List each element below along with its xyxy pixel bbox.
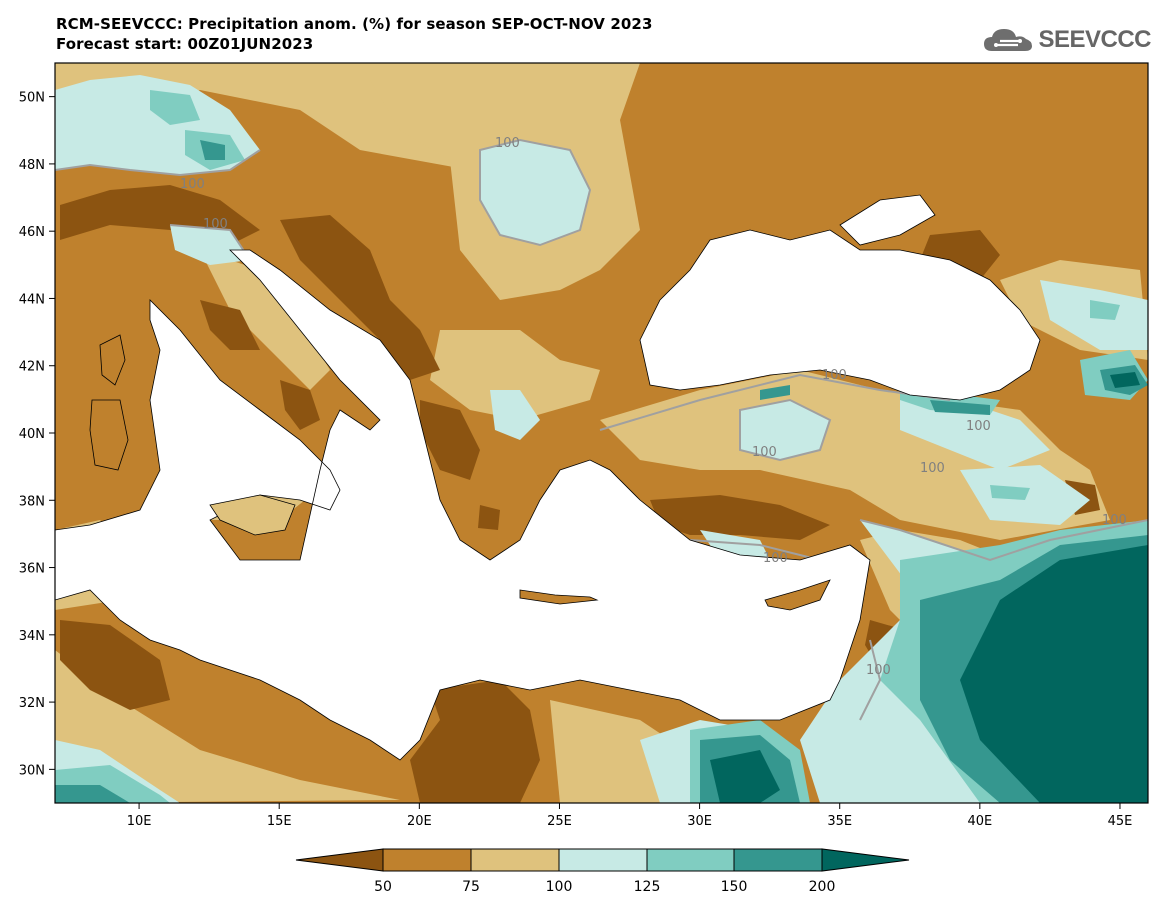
lat-tick-label: 38N — [19, 494, 45, 509]
contour-label: 100 — [495, 136, 520, 151]
colorbar-swatch-125-150 — [646, 848, 735, 872]
title-line-2: Forecast start: 00Z01JUN2023 — [56, 35, 314, 53]
lat-tick-label: 34N — [19, 629, 45, 644]
colorbar-swatch-150-200 — [733, 848, 823, 872]
lat-tick-label: 44N — [19, 292, 45, 307]
lat-tick-label: 42N — [19, 360, 45, 375]
lon-tick-label: 25E — [547, 814, 572, 829]
azov-sea — [839, 194, 936, 246]
contour-labels: 100 100 100 100 100 100 100 100 100 100 … — [180, 136, 1127, 678]
lon-ticks: 10E 15E 20E 25E 30E 35E 40E 45E — [127, 803, 1133, 829]
lon-tick-label: 40E — [967, 814, 992, 829]
colorbar-label: 150 — [721, 879, 748, 895]
colorbar-arrow-high — [821, 848, 910, 872]
contour-label: 100 — [763, 551, 788, 566]
lat-tick-label: 36N — [19, 562, 45, 577]
lon-tick-label: 20E — [407, 814, 432, 829]
cloud-icon — [984, 29, 1033, 51]
corsica — [99, 334, 126, 386]
colorbar-arrow-low — [295, 848, 384, 872]
lat-tick-label: 48N — [19, 158, 45, 173]
cyprus — [764, 579, 831, 611]
colorbar: 50 75 100 125 150 200 — [295, 848, 910, 895]
lat-tick-label: 46N — [19, 225, 45, 240]
contour-100-lines — [55, 138, 1148, 721]
contour-label: 100 — [866, 663, 891, 678]
contour-label: 100 — [752, 445, 777, 460]
sardinia — [89, 399, 129, 471]
lat-ticks: 30N 32N 34N 36N 38N 40N 42N 44N 46N 48N 50N — [19, 91, 55, 778]
seevccc-logo: SEEVCCC — [982, 22, 1151, 58]
lon-tick-label: 30E — [687, 814, 712, 829]
colorbar-label: 200 — [809, 879, 836, 895]
class-above-200 — [710, 372, 1148, 803]
lat-tick-label: 30N — [19, 763, 45, 778]
contour-label: 100 — [180, 177, 205, 192]
contour-label: 100 — [203, 217, 228, 232]
mediterranean-sea — [55, 249, 871, 761]
logo-text: SEEVCCC — [1038, 26, 1151, 53]
lat-tick-label: 32N — [19, 696, 45, 711]
colorbar-swatch-100-125 — [558, 848, 648, 872]
colorbar-label: 100 — [546, 879, 573, 895]
sea-mask — [55, 194, 1041, 761]
lon-tick-label: 15E — [267, 814, 292, 829]
islands — [89, 334, 831, 611]
colorbar-label: 125 — [634, 879, 661, 895]
crete — [519, 589, 599, 605]
colorbar-swatch-75-100 — [470, 848, 560, 872]
contour-label: 100 — [1102, 513, 1127, 528]
lat-tick-label: 50N — [19, 91, 45, 106]
lat-tick-label: 40N — [19, 427, 45, 442]
colorbar-swatch-50-75 — [382, 848, 472, 872]
title-line-1: RCM-SEEVCCC: Precipitation anom. (%) for… — [56, 15, 653, 33]
lon-tick-label: 10E — [127, 814, 152, 829]
contour-label: 100 — [920, 461, 945, 476]
contour-label: 100 — [822, 368, 847, 383]
colorbar-label: 75 — [462, 879, 480, 895]
sicily — [209, 494, 296, 536]
lon-tick-label: 45E — [1108, 814, 1133, 829]
colorbar-label: 50 — [374, 879, 392, 895]
black-sea — [639, 229, 1041, 401]
lon-tick-label: 35E — [827, 814, 852, 829]
contour-label: 100 — [966, 419, 991, 434]
map-title: RCM-SEEVCCC: Precipitation anom. (%) for… — [56, 14, 652, 54]
